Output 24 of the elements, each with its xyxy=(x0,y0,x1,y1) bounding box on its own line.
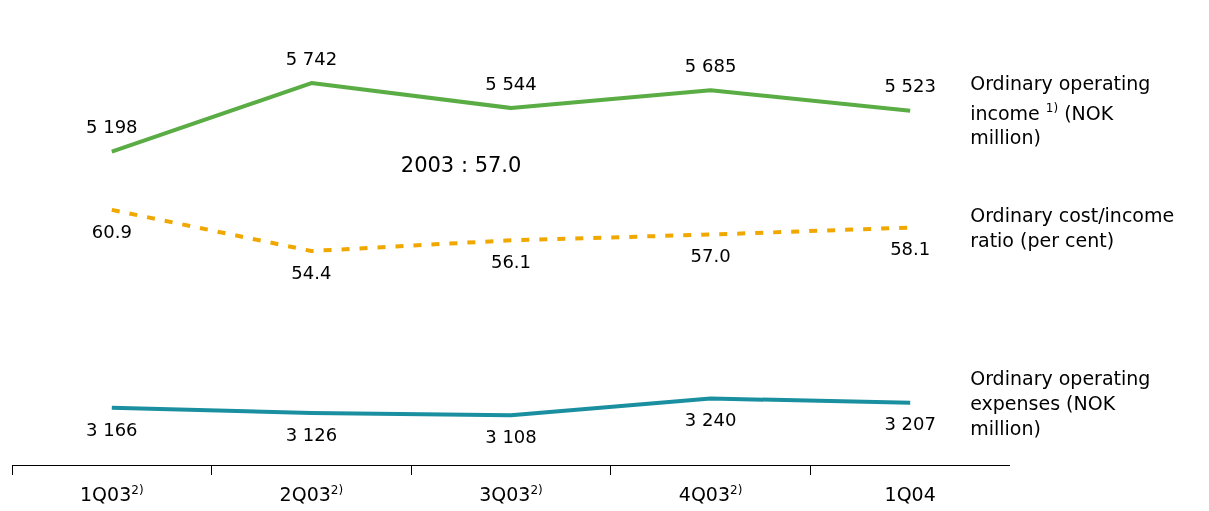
data-label: 5 198 xyxy=(86,116,138,138)
data-label: 5 544 xyxy=(485,72,537,94)
data-label: 5 742 xyxy=(285,47,338,69)
data-label: 58.1 xyxy=(890,238,931,260)
data-label: 5 523 xyxy=(884,75,936,97)
data-label: 3 240 xyxy=(684,409,737,431)
x-tick-label: 1Q03$^{2)}$ xyxy=(80,483,144,506)
text: Ordinary operating income $^{1)}$ (NOK million) xyxy=(970,71,1151,149)
data-label: 3 207 xyxy=(884,413,936,435)
data-label: 60.9 xyxy=(91,220,132,242)
x-tick-label: 4Q03$^{2)}$ xyxy=(678,483,743,506)
data-label: 3 108 xyxy=(485,425,537,447)
x-tick-label: 2Q03$^{2)}$ xyxy=(279,483,344,506)
text: Ordinary cost/income ratio (per cent) xyxy=(970,202,1176,253)
data-label: 5 685 xyxy=(684,54,737,76)
x-tick-label: 1Q04 xyxy=(884,483,936,505)
data-label: 54.4 xyxy=(291,261,332,283)
x-tick-label: 3Q03$^{2)}$ xyxy=(479,483,543,506)
data-label: 56.1 xyxy=(490,250,532,272)
text: Ordinary operating expenses (NOK million) xyxy=(970,365,1152,441)
annotation: 2003 : 57.0 xyxy=(399,152,523,178)
data-label: 3 166 xyxy=(86,418,138,440)
data-label: 57.0 xyxy=(690,245,731,267)
data-label: 3 126 xyxy=(285,423,338,445)
